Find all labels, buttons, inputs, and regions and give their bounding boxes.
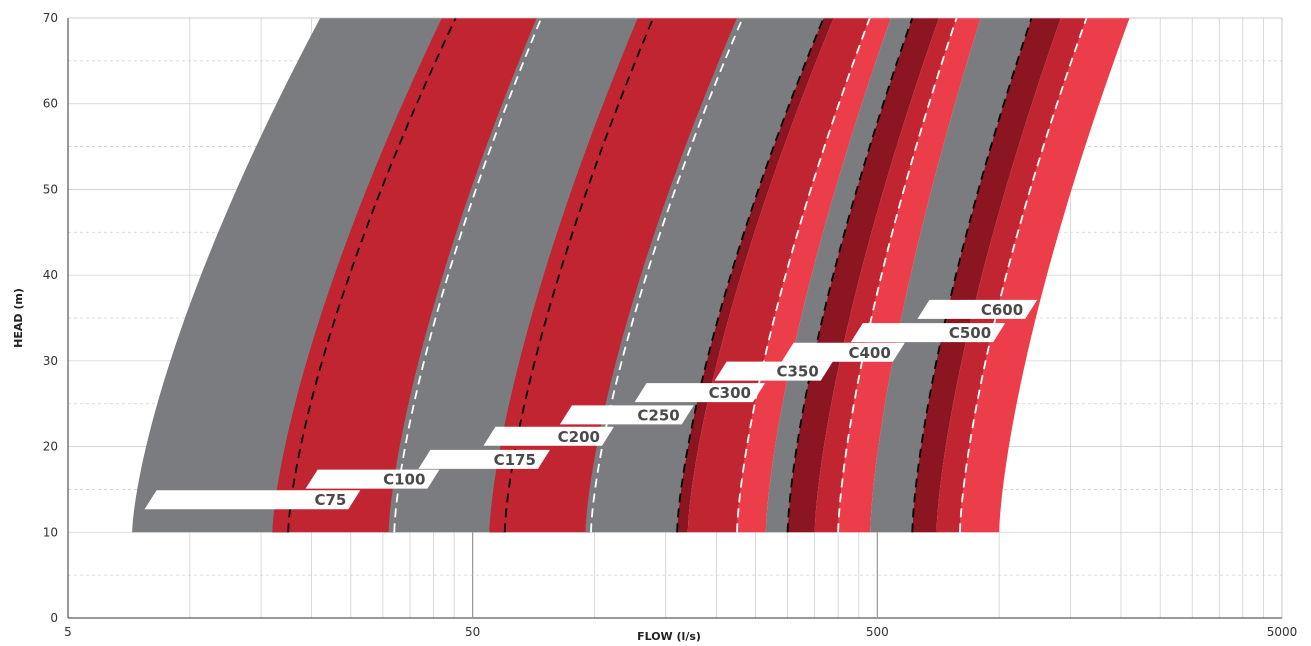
label-c200: C200 <box>558 428 600 446</box>
y-axis-title: HEAD (m) <box>12 288 25 348</box>
y-tick-label: 70 <box>43 11 58 25</box>
label-c175: C175 <box>494 451 536 469</box>
label-banner-c100 <box>305 469 440 489</box>
band-c350-lower <box>765 18 913 533</box>
band-c75-lower <box>132 18 456 533</box>
label-c350: C350 <box>776 363 818 381</box>
band-c500-lower <box>870 18 1032 533</box>
y-tick-label: 20 <box>43 440 58 454</box>
y-tick-label: 30 <box>43 354 58 368</box>
label-banner-c600 <box>917 299 1038 319</box>
x-tick-label: 5000 <box>1267 625 1298 639</box>
y-tick-label: 10 <box>43 525 58 539</box>
y-tick-label: 50 <box>43 182 58 196</box>
label-banner-c300 <box>634 383 765 403</box>
label-c300: C300 <box>709 384 751 402</box>
band-c250-upper <box>677 18 834 533</box>
label-c75: C75 <box>314 491 346 509</box>
x-tick-label: 500 <box>866 625 889 639</box>
label-banner-c250 <box>559 405 694 425</box>
band-c175-lower <box>388 18 654 533</box>
band-c500-upper <box>912 18 1061 533</box>
tick-labels: 0 10 20 30 40 50 60 70 5 50 500 5000 <box>43 11 1298 639</box>
dashed-line-c600 <box>959 17 1088 533</box>
y-tick-label: 60 <box>43 97 58 111</box>
band-c200-lower <box>489 18 743 533</box>
label-banner-c75 <box>144 490 361 510</box>
dashed-line-c175 <box>503 17 655 533</box>
label-c500: C500 <box>949 324 991 342</box>
band-c250-lower <box>585 18 824 533</box>
x-tick-label: 50 <box>465 625 480 639</box>
dashed-line-c200 <box>590 17 744 533</box>
label-banner-c200 <box>483 426 615 446</box>
label-c400: C400 <box>848 344 890 362</box>
dashed-line-c400 <box>837 17 958 533</box>
dashed-line-c500 <box>911 17 1033 533</box>
label-banner-c350 <box>714 361 833 381</box>
band-c300-upper <box>737 18 891 533</box>
label-c250: C250 <box>637 406 679 424</box>
x-tick-label: 5 <box>64 625 72 639</box>
y-tick-label: 40 <box>43 268 58 282</box>
dashed-line-c350 <box>786 17 914 533</box>
label-c600: C600 <box>981 301 1023 319</box>
y-tick-label: 0 <box>50 611 58 625</box>
label-banner-c400 <box>781 342 905 362</box>
dashed-duty-lines <box>287 17 1088 533</box>
label-c100: C100 <box>383 471 425 489</box>
curve-bands <box>132 18 1130 533</box>
band-c600-lower <box>936 18 1087 533</box>
band-c100-lower <box>272 18 542 533</box>
band-c400-lower <box>814 18 957 533</box>
dashed-line-c300 <box>736 17 871 533</box>
label-banner-c175 <box>418 449 550 469</box>
axes <box>67 17 1283 619</box>
dashed-line-c100 <box>393 17 543 533</box>
band-c350-upper <box>787 18 939 533</box>
band-c400-upper <box>838 18 981 533</box>
band-labels: C75 C100 C175 C200 C250 C300 C350 C400 C500 C600 <box>144 299 1038 510</box>
label-banner-c500 <box>850 323 1006 343</box>
band-c600-upper <box>959 18 1130 533</box>
dashed-line-c250 <box>676 17 825 533</box>
x-axis-title: FLOW (l/s) <box>637 630 701 643</box>
